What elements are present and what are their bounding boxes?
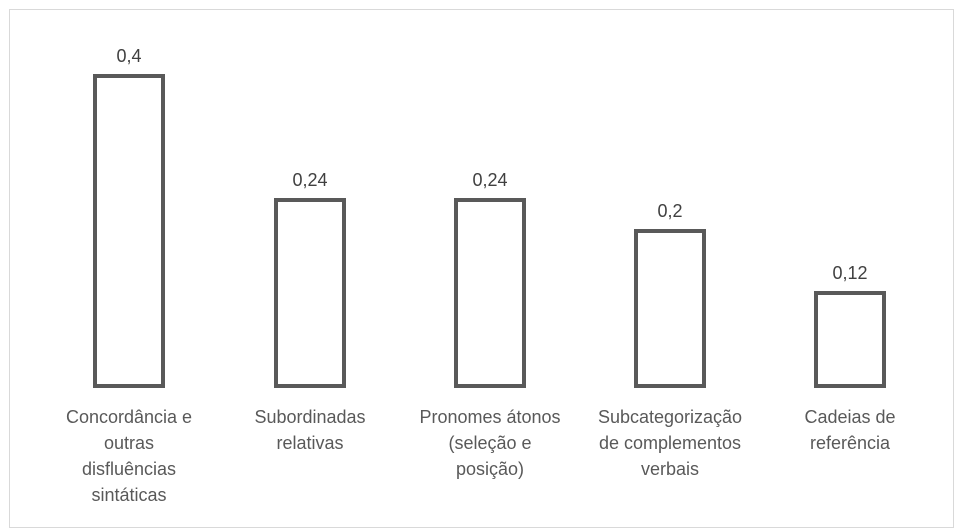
bar (634, 229, 706, 388)
data-label: 0,24 (292, 170, 327, 190)
category-tick-label: Subcategorização de complementos verbais (597, 407, 743, 479)
category-tick-label: Cadeias de referência (804, 407, 896, 453)
category-tick-label: Concordância e outras disfluências sintá… (65, 407, 193, 505)
category-tick-label: Subordinadas relativas (254, 407, 366, 453)
bar (454, 198, 526, 388)
category-tick-label: Pronomes átonos (seleção e posição) (419, 407, 561, 479)
bar (93, 74, 165, 388)
data-label: 0,2 (657, 201, 682, 221)
data-label: 0,12 (832, 263, 867, 283)
data-label: 0,24 (472, 170, 507, 190)
data-label: 0,4 (116, 46, 141, 66)
bar (274, 198, 346, 388)
bar (814, 291, 886, 388)
